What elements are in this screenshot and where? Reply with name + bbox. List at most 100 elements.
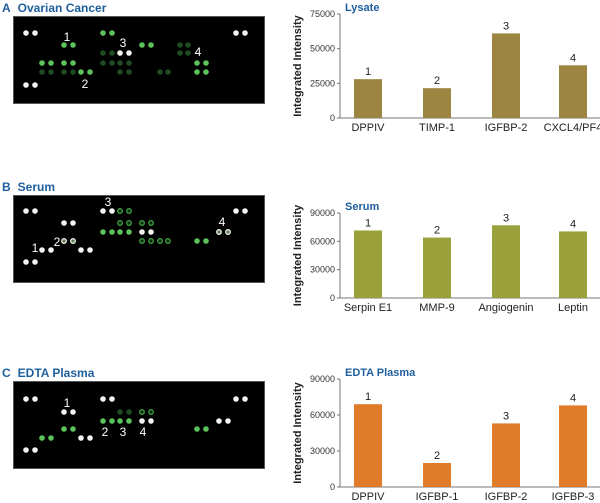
- blot-spot: [139, 409, 145, 415]
- spot-label: 2: [54, 235, 61, 249]
- panel-title-text: Ovarian Cancer: [17, 1, 107, 15]
- bar: [423, 88, 451, 118]
- blot-spot: [70, 426, 76, 432]
- blot-spot: [157, 69, 163, 75]
- blot-spot: [78, 435, 84, 441]
- spot-label: 2: [102, 425, 109, 439]
- blot-spot: [109, 229, 115, 235]
- blot-spot: [48, 60, 54, 66]
- bar-label: 2: [434, 75, 440, 87]
- blot-spot: [126, 418, 132, 424]
- blot-spot: [203, 426, 209, 432]
- bar: [354, 230, 382, 298]
- blot-spot: [194, 69, 200, 75]
- blot-spot: [23, 259, 29, 265]
- bar: [423, 237, 451, 298]
- y-tick-label: 50000: [310, 44, 335, 54]
- bar-label: 3: [503, 410, 509, 422]
- blot-spot: [157, 238, 163, 244]
- spot-label: 4: [195, 45, 202, 59]
- blot-spot: [117, 220, 123, 226]
- blot-spot: [23, 30, 29, 36]
- bar: [559, 65, 587, 118]
- bar-label: 2: [434, 450, 440, 462]
- panel-letter: C: [2, 366, 11, 380]
- blot-spot: [148, 220, 154, 226]
- blot-spot: [109, 30, 115, 36]
- blot-spot: [61, 220, 67, 226]
- blot-spot: [225, 229, 231, 235]
- bar: [354, 79, 382, 118]
- y-tick-label: 0: [330, 293, 335, 303]
- blot-spot: [100, 229, 106, 235]
- chart-title: Serum: [345, 201, 379, 213]
- blot-spot: [242, 30, 248, 36]
- blot-spot: [233, 208, 239, 214]
- x-tick-label: TIMP-1: [419, 122, 455, 134]
- blot-spot: [78, 247, 84, 253]
- blot-spot: [242, 208, 248, 214]
- x-tick-label: IGFBP-2: [485, 122, 528, 134]
- x-tick-label: IGFBP-2: [485, 491, 528, 503]
- blot-spot: [70, 42, 76, 48]
- blot-spot: [177, 42, 183, 48]
- blot-spot: [165, 238, 171, 244]
- spot-label: 1: [64, 30, 71, 44]
- chart-title: EDTA Plasma: [345, 367, 416, 379]
- blot-spot: [61, 42, 67, 48]
- blot-spot: [70, 220, 76, 226]
- blot-spot: [233, 396, 239, 402]
- panel-title-text: EDTA Plasma: [17, 366, 95, 380]
- blot-spot: [117, 208, 123, 214]
- x-tick-label: IGFBP-3: [552, 491, 595, 503]
- blot-spot: [185, 42, 191, 48]
- blot-spot: [117, 418, 123, 424]
- y-axis-label: Integrated Intensity: [292, 14, 304, 116]
- blot-spot: [87, 69, 93, 75]
- blot-spot: [109, 60, 115, 66]
- blot-spot: [203, 238, 209, 244]
- y-tick-label: 90000: [310, 208, 335, 218]
- blot-spot: [117, 50, 123, 56]
- blot-spot: [139, 229, 145, 235]
- blot-spot: [32, 396, 38, 402]
- blot-spot: [70, 69, 76, 75]
- y-tick-label: 60000: [310, 236, 335, 246]
- blot-spot: [117, 229, 123, 235]
- blot-spot: [61, 409, 67, 415]
- blot-spot: [126, 409, 132, 415]
- bar-label: 4: [570, 392, 576, 404]
- spot-label: 4: [219, 215, 226, 229]
- x-tick-label: DPPIV: [351, 122, 385, 134]
- bar-label: 1: [365, 217, 371, 229]
- bar: [492, 225, 520, 298]
- blot-spot: [48, 435, 54, 441]
- blot-spot: [109, 396, 115, 402]
- spot-label: 1: [32, 241, 39, 255]
- spot-label: 3: [120, 425, 127, 439]
- x-tick-label: MMP-9: [419, 302, 454, 314]
- y-axis-label: Integrated Intensity: [292, 381, 304, 483]
- blot-spot: [100, 208, 106, 214]
- blot-spot: [87, 435, 93, 441]
- panel-c-title: C EDTA Plasma: [2, 366, 94, 380]
- bar: [559, 231, 587, 298]
- blot-spot: [32, 30, 38, 36]
- blot-spot: [61, 69, 67, 75]
- blot-spot: [70, 238, 76, 244]
- blot-spot: [139, 418, 145, 424]
- blot-spot: [32, 447, 38, 453]
- spot-label: 1: [64, 396, 71, 410]
- blot-spot: [203, 60, 209, 66]
- panel-a-title: A Ovarian Cancer: [2, 1, 106, 15]
- blot-spot: [61, 426, 67, 432]
- spot-label: 4: [140, 425, 147, 439]
- blot-spot: [100, 50, 106, 56]
- blot-spot: [177, 50, 183, 56]
- blot-spot: [126, 229, 132, 235]
- blot-spot: [139, 220, 145, 226]
- bar-label: 4: [570, 52, 576, 64]
- panel-letter: B: [2, 180, 11, 194]
- blot-image-a: [13, 16, 265, 104]
